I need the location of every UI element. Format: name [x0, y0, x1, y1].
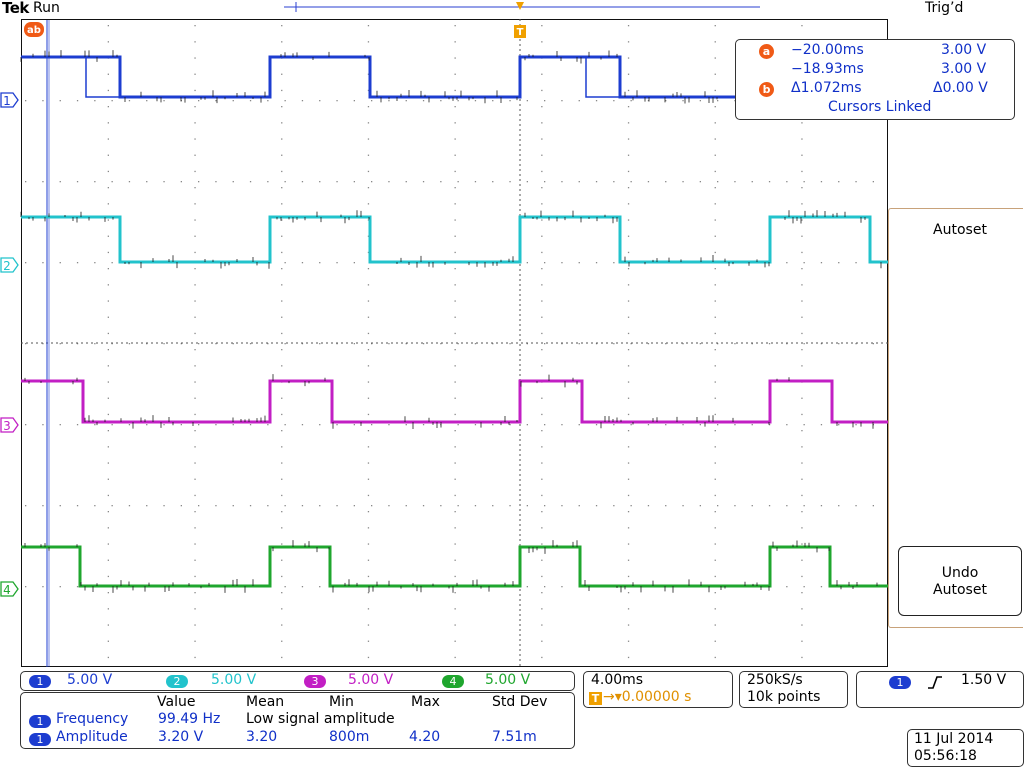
record-length: 10k points	[747, 689, 821, 705]
channel-3-badge[interactable]: 3	[304, 675, 326, 688]
cursor-marker-badge	[24, 22, 44, 37]
channel-3-noise	[24, 374, 874, 429]
channel-scale-bar: 1 5.00 V 2 5.00 V 3 5.00 V 4 5.00 V	[20, 671, 575, 691]
trigger-position-icon: T	[589, 692, 602, 705]
channel-2-trace	[21, 215, 888, 264]
meas-header-max: Max	[411, 694, 440, 710]
meas-row-2-std-dev: 7.51m	[492, 729, 537, 745]
channel-4-trace	[21, 545, 888, 588]
meas-header-value: Value	[157, 694, 196, 710]
channel-1-badge[interactable]: 1	[29, 675, 51, 688]
cursor-delta-value: Δ0.00 V	[933, 80, 988, 96]
channel-3-trace	[21, 379, 888, 424]
cursor-a-time: −20.00ms	[791, 42, 864, 58]
acquisition-state: Run	[33, 0, 60, 16]
meas-row-2-name: Amplitude	[56, 729, 128, 745]
trigger-marker	[514, 25, 526, 38]
cursor-b-value: 3.00 V	[941, 61, 987, 77]
meas-row-2-max: 4.20	[409, 729, 441, 745]
channel-1-noise	[20, 50, 718, 104]
meas-row-2-min: 800m	[329, 729, 370, 745]
undo-autoset-label-line2: Autoset	[933, 582, 987, 598]
acquisition-panel[interactable]: 250kS/s 10k points	[739, 671, 848, 708]
channel-2-scale[interactable]: 5.00 V	[211, 672, 257, 688]
channel-1-ground-marker	[0, 92, 19, 108]
cursor-marker-label: ab	[27, 25, 41, 36]
channel-1-ghost-edge	[85, 57, 120, 98]
cursor-a-badge: a	[759, 44, 774, 59]
trigger-position: →▾0.00000 s	[603, 689, 692, 705]
cursor-b-time: −18.93ms	[791, 61, 864, 77]
horizontal-panel[interactable]: 4.00ms T →▾0.00000 s	[583, 671, 733, 708]
trigger-marker-label: T	[517, 27, 524, 38]
undo-autoset-button[interactable]: Undo Autoset	[898, 546, 1022, 616]
trigger-panel[interactable]: 1 1.50 V	[856, 671, 1024, 708]
time: 05:56:18	[914, 748, 977, 764]
channel-2-ground-marker	[0, 257, 19, 273]
channel-1-ground-label: 1	[3, 94, 11, 108]
meas-row-1-source: 1	[29, 715, 51, 728]
channel-4-noise	[24, 540, 878, 593]
meas-row-1-mean: Low signal amplitude	[246, 711, 395, 727]
cursor-mode: Cursors Linked	[828, 99, 932, 115]
rising-edge-icon	[928, 676, 942, 689]
channel-4-ground-label: 4	[3, 583, 11, 597]
channel-4-ground-marker	[0, 581, 19, 597]
trigger-level: 1.50 V	[961, 672, 1007, 688]
time-per-div: 4.00ms	[591, 672, 644, 688]
brand-logo: Tek	[2, 0, 29, 17]
channel-2-badge[interactable]: 2	[166, 675, 188, 688]
meas-row-1-name: Frequency	[56, 711, 129, 727]
cursor-readout: a −20.00ms 3.00 V −18.93ms 3.00 V b Δ1.0…	[735, 39, 1015, 120]
grid-dots	[25, 25, 874, 659]
meas-header-min: Min	[329, 694, 354, 710]
channel-3-scale[interactable]: 5.00 V	[348, 672, 394, 688]
datetime-panel: 11 Jul 2014 05:56:18	[907, 729, 1024, 767]
trigger-position-arrow	[516, 2, 524, 10]
measurements-panel	[20, 692, 575, 749]
trigger-source: 1	[889, 676, 911, 689]
channel-1-ghost-edge-2	[585, 57, 620, 98]
trigger-status: Trig’d	[925, 0, 964, 16]
meas-header-std-dev: Std Dev	[492, 694, 548, 710]
meas-row-2-source: 1	[29, 733, 51, 746]
channel-1-trace	[21, 55, 735, 99]
meas-row-2-value: 3.20 V	[158, 729, 204, 745]
autoset-button[interactable]: Autoset	[933, 222, 987, 238]
sample-rate: 250kS/s	[747, 672, 803, 688]
undo-autoset-label-line1: Undo	[941, 565, 979, 581]
date: 11 Jul 2014	[914, 731, 994, 747]
channel-2-noise	[20, 210, 882, 269]
meas-header-mean: Mean	[246, 694, 285, 710]
channel-2-ground-label: 2	[3, 259, 11, 273]
meas-row-2-mean: 3.20	[246, 729, 278, 745]
meas-row-1-value: 99.49 Hz	[158, 711, 221, 727]
channel-3-ground-label: 3	[3, 419, 11, 433]
channel-4-badge[interactable]: 4	[442, 675, 464, 688]
channel-4-scale[interactable]: 5.00 V	[485, 672, 531, 688]
cursor-a-value: 3.00 V	[941, 42, 987, 58]
cursor-delta-time: Δ1.072ms	[791, 80, 862, 96]
cursor-b-badge: b	[759, 82, 774, 97]
channel-3-ground-marker	[0, 417, 19, 433]
channel-1-scale[interactable]: 5.00 V	[67, 672, 113, 688]
